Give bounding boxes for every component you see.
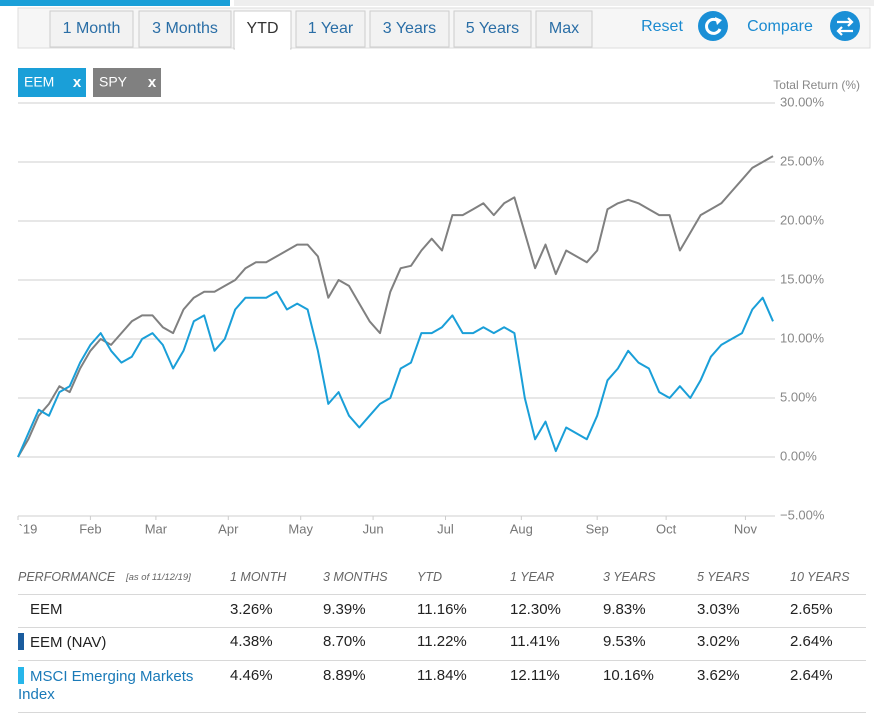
tab[interactable]	[138, 10, 232, 48]
x-tick-label: Feb	[79, 521, 101, 536]
cell-value: 4.38%	[230, 633, 273, 650]
reset-arrow	[715, 17, 722, 25]
compare-link[interactable]: Compare	[747, 18, 813, 35]
row-divider	[18, 627, 866, 628]
cell-value: 9.83%	[603, 601, 646, 618]
table-header: YTD	[417, 570, 442, 584]
cell-value: 11.16%	[417, 601, 467, 618]
row-name-text: EEM	[30, 601, 63, 618]
y-tick-label: 25.00%	[780, 153, 825, 168]
x-tick-label: Mar	[145, 521, 168, 536]
tab[interactable]	[369, 10, 450, 48]
cell-value: 11.41%	[510, 633, 560, 650]
legend-label: SPY	[99, 74, 128, 90]
x-tick-label: `19	[19, 521, 38, 536]
x-tick-label: Apr	[218, 521, 239, 536]
reset-glyph	[705, 17, 722, 35]
x-tick-label: Aug	[510, 521, 533, 536]
row-name: EEM (NAV)	[18, 633, 218, 652]
compare-icon[interactable]	[830, 11, 860, 41]
tab[interactable]	[295, 10, 366, 48]
x-tick-label: Jun	[363, 521, 384, 536]
legend-chip[interactable]	[18, 68, 86, 97]
y-axis-label: Total Return (%)	[773, 78, 860, 92]
series-line	[17, 290, 774, 458]
y-tick-label: 20.00%	[780, 212, 825, 227]
table-header: 1 YEAR	[510, 570, 555, 584]
cell-value: 2.64%	[790, 633, 833, 650]
x-tick-label: Oct	[656, 521, 677, 536]
tab-label[interactable]: 1 Year	[308, 20, 354, 37]
row-name-text: EEM (NAV)	[30, 634, 107, 651]
y-tick-label: 0.00%	[780, 448, 817, 463]
tab-cover	[235, 46, 290, 50]
compare-glyph	[836, 17, 854, 36]
legend-close[interactable]: x	[73, 74, 82, 91]
x-tick-label: Sep	[586, 521, 609, 536]
series-line	[17, 155, 774, 458]
cell-value: 3.26%	[230, 601, 273, 618]
cell-value: 10.16%	[603, 667, 654, 684]
row-divider	[18, 594, 866, 595]
tab-label[interactable]: 3 Years	[383, 20, 436, 37]
tab-label[interactable]: YTD	[247, 20, 279, 37]
as-of-note: [as of 11/12/19]	[126, 572, 191, 583]
reset-link[interactable]: Reset	[641, 18, 683, 35]
cell-value: 2.65%	[790, 601, 833, 618]
y-tick-label: −5.00%	[780, 507, 825, 522]
cell-value: 11.22%	[417, 633, 467, 650]
cell-value: 3.02%	[697, 633, 740, 650]
tab[interactable]	[233, 10, 292, 50]
y-tick-label: 5.00%	[780, 389, 817, 404]
legend-close[interactable]: x	[148, 74, 157, 91]
table-header: 10 YEARS	[790, 570, 850, 584]
x-tick-label: May	[288, 521, 313, 536]
tab-label[interactable]: Max	[549, 20, 579, 37]
tab[interactable]	[49, 10, 134, 48]
cell-value: 3.62%	[697, 667, 740, 684]
cell-value: 8.89%	[323, 667, 366, 684]
cell-value: 9.53%	[603, 633, 646, 650]
table-header: 1 MONTH	[230, 570, 287, 584]
cell-value: 12.11%	[510, 667, 560, 684]
cell-value: 12.30%	[510, 601, 561, 618]
top-strip	[0, 0, 230, 6]
cell-value: 3.03%	[697, 601, 740, 618]
chart: Total Return (%) 1 Month 3 Months YTD 1 Yea…	[0, 0, 874, 536]
table-header: PERFORMANCE	[18, 570, 116, 584]
tab[interactable]	[535, 10, 593, 48]
top-strip-rest	[234, 0, 874, 6]
x-tick-label: Nov	[734, 521, 758, 536]
cell-value: 9.39%	[323, 601, 366, 618]
table-header: 3 MONTHS	[323, 570, 388, 584]
row-name-text: MSCI Emerging Markets Index	[18, 668, 194, 703]
row-divider	[18, 660, 866, 661]
cell-value: 2.64%	[790, 667, 833, 684]
y-tick-label: 30.00%	[780, 94, 825, 109]
tab-label[interactable]: 5 Years	[466, 20, 519, 37]
cell-value: 4.46%	[230, 667, 273, 684]
y-tick-label: 15.00%	[780, 271, 825, 286]
tab-label[interactable]: 3 Months	[152, 20, 218, 37]
tab[interactable]	[453, 10, 532, 48]
legend-chip[interactable]	[93, 68, 161, 97]
tab-label[interactable]: 1 Month	[63, 20, 121, 37]
row-name: MSCI Emerging Markets Index	[18, 667, 218, 704]
legend-label: EEM	[24, 74, 54, 90]
y-tick-label: 10.00%	[780, 330, 825, 345]
cell-value: 11.84%	[417, 667, 467, 684]
row-marker	[18, 633, 24, 650]
row-name: EEM	[18, 601, 230, 619]
reset-icon[interactable]	[698, 11, 728, 41]
row-marker	[18, 667, 24, 684]
table-header: 5 YEARS	[697, 570, 750, 584]
row-divider	[18, 712, 866, 713]
x-tick-label: Jul	[437, 521, 454, 536]
table-header: 3 YEARS	[603, 570, 656, 584]
cell-value: 8.70%	[323, 633, 366, 650]
